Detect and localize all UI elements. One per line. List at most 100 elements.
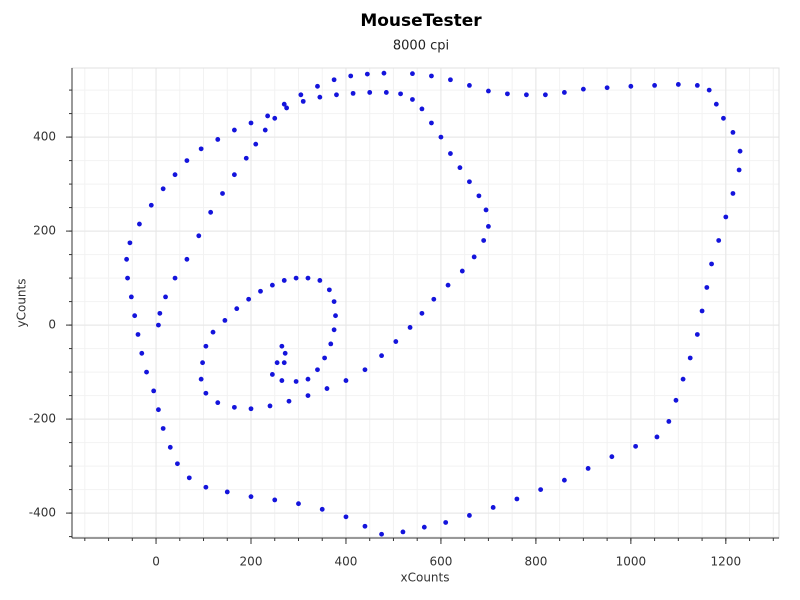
point (410, 97, 415, 102)
point (730, 129, 736, 135)
point (706, 87, 712, 93)
point (350, 90, 356, 96)
y-tick-label: -200 (29, 412, 56, 426)
point (317, 94, 323, 100)
point (269, 282, 275, 288)
point (198, 376, 204, 382)
point (322, 355, 328, 361)
point (222, 317, 228, 323)
point (274, 360, 280, 366)
point (124, 256, 130, 262)
point (410, 71, 415, 77)
point (203, 484, 209, 490)
point (200, 360, 205, 366)
point (694, 82, 700, 88)
chart-title: MouseTester (360, 11, 482, 31)
point (163, 294, 168, 300)
point (315, 83, 320, 89)
point (127, 240, 133, 246)
point (561, 477, 567, 483)
point (486, 88, 491, 94)
point (215, 137, 221, 142)
point (184, 256, 190, 262)
point (262, 127, 268, 133)
point (293, 275, 299, 281)
x-tick-label: 0 (152, 555, 160, 569)
chart-subtitle: 8000 cpi (393, 39, 449, 54)
point (723, 214, 729, 220)
point (367, 90, 373, 95)
point (319, 506, 325, 512)
point (383, 90, 389, 95)
point (333, 313, 338, 319)
point (471, 254, 477, 260)
point (362, 523, 368, 529)
point (248, 494, 254, 500)
point (324, 386, 330, 391)
point (445, 282, 451, 288)
plot-border (71, 67, 780, 539)
point (713, 101, 719, 107)
point (633, 443, 639, 449)
point (160, 186, 166, 192)
x-tick-label: 600 (429, 555, 452, 569)
point (331, 299, 337, 304)
point (144, 369, 149, 375)
point (486, 223, 491, 229)
point (208, 209, 214, 215)
point (231, 404, 237, 410)
x-tick-label: 800 (524, 555, 547, 569)
point (730, 191, 736, 196)
point (248, 120, 254, 126)
point (298, 92, 304, 98)
point (272, 497, 278, 503)
point (431, 296, 437, 302)
point (737, 148, 743, 154)
point (721, 115, 726, 121)
point (523, 92, 529, 98)
point (253, 141, 259, 147)
x-axis-label: xCounts (401, 571, 450, 585)
point (137, 221, 142, 227)
point (305, 275, 311, 281)
point (326, 287, 332, 293)
point (364, 71, 370, 77)
point (400, 529, 406, 535)
point (243, 155, 249, 161)
point (694, 332, 700, 337)
point (151, 388, 157, 394)
point (467, 513, 472, 518)
point (286, 398, 292, 404)
point (585, 466, 591, 471)
point (580, 86, 586, 92)
point (476, 193, 482, 199)
x-tick-label: 1000 (616, 555, 647, 569)
point (198, 146, 204, 152)
point (175, 461, 180, 467)
point (704, 285, 710, 290)
point (157, 310, 163, 316)
point (561, 90, 567, 95)
point (203, 343, 209, 349)
point (224, 489, 230, 495)
point (172, 275, 178, 281)
point (393, 339, 399, 344)
point (675, 82, 681, 87)
point (419, 106, 425, 112)
point (296, 501, 301, 507)
y-tick-label: 400 (33, 130, 56, 144)
point (272, 115, 278, 121)
point (210, 329, 216, 335)
point (654, 434, 660, 440)
point (231, 127, 237, 133)
point (467, 179, 472, 185)
point (538, 487, 544, 492)
point (429, 120, 434, 126)
point (736, 167, 742, 173)
y-axis-label: yCounts (15, 279, 29, 328)
y-tick-label: 0 (48, 318, 56, 332)
point (139, 350, 145, 356)
point (315, 367, 320, 373)
point (381, 70, 387, 76)
